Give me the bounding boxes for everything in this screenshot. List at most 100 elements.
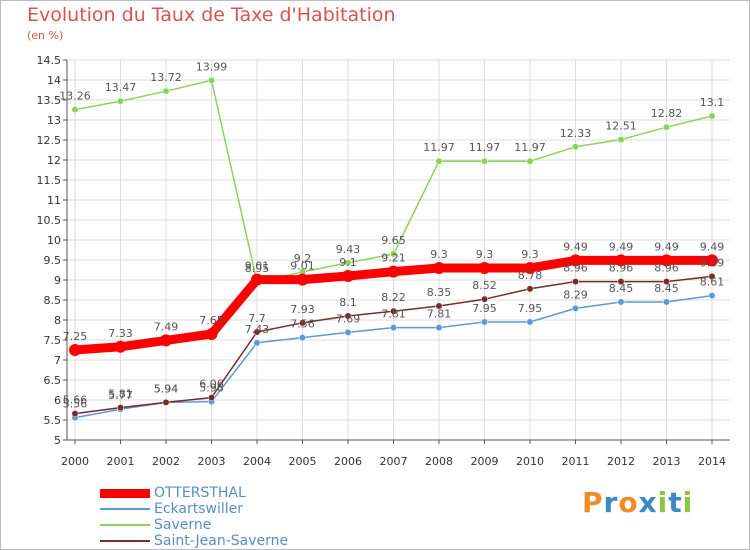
data-point xyxy=(299,334,306,342)
x-tick-label: 2008 xyxy=(425,455,453,468)
data-point xyxy=(526,285,534,293)
data-point xyxy=(435,157,443,165)
data-point xyxy=(526,318,534,326)
data-label: 5.66 xyxy=(63,394,88,407)
data-point xyxy=(390,307,397,315)
data-label: 9.49 xyxy=(700,240,725,253)
y-tick-label: 12 xyxy=(47,154,61,167)
data-label: 8.52 xyxy=(472,279,497,292)
data-point xyxy=(387,265,400,278)
data-label: 8.1 xyxy=(339,296,357,309)
legend-label: Saint-Jean-Saverne xyxy=(154,533,289,549)
x-tick-label: 2009 xyxy=(471,455,499,468)
data-label: 8.96 xyxy=(563,262,588,275)
data-point xyxy=(481,318,488,326)
y-tick-label: 8 xyxy=(54,314,61,327)
y-tick-label: 13 xyxy=(47,114,61,127)
data-point xyxy=(478,262,491,274)
logo-letter: t xyxy=(668,486,683,519)
data-point xyxy=(708,272,716,280)
x-tick-label: 2005 xyxy=(289,455,317,468)
data-point xyxy=(617,298,625,306)
logo-letter: o xyxy=(618,486,639,519)
data-label: 5.94 xyxy=(154,382,179,395)
data-point xyxy=(615,254,627,267)
data-label: 5.56 xyxy=(63,398,88,411)
data-point xyxy=(663,123,670,131)
y-tick-label: 10 xyxy=(47,234,61,247)
y-tick-label: 12.5 xyxy=(37,134,62,147)
data-label: 8.96 xyxy=(654,262,679,275)
data-label: 9.49 xyxy=(654,240,679,253)
y-tick-label: 5.5 xyxy=(44,414,62,427)
y-tick-label: 8.5 xyxy=(44,294,62,307)
data-point xyxy=(253,339,261,347)
legend-swatch xyxy=(100,489,150,498)
data-point xyxy=(569,254,582,267)
data-point xyxy=(117,404,124,412)
logo-letter: i xyxy=(657,486,669,519)
legend-swatch xyxy=(100,540,150,542)
data-label: 7.65 xyxy=(199,314,224,327)
legend-swatch xyxy=(100,508,150,510)
plot-area xyxy=(67,60,730,440)
data-point xyxy=(708,292,716,300)
data-point xyxy=(572,143,579,151)
data-point xyxy=(251,273,263,286)
data-point xyxy=(114,340,127,353)
legend-label: Eckartswiller xyxy=(154,501,244,517)
data-point xyxy=(481,295,488,303)
data-label: 6.06 xyxy=(199,378,224,391)
data-point xyxy=(435,324,443,332)
data-point xyxy=(117,97,124,105)
data-label: 9.3 xyxy=(476,248,494,261)
data-label: 11.97 xyxy=(423,141,455,154)
proxiti-logo: Proxiti xyxy=(582,486,693,519)
logo-letter: P xyxy=(582,486,604,519)
data-point xyxy=(617,136,625,144)
data-label: 9.3 xyxy=(521,248,539,261)
x-tick-label: 2001 xyxy=(107,455,135,468)
data-label: 7.43 xyxy=(245,323,270,336)
data-point xyxy=(208,394,215,402)
data-label: 7.93 xyxy=(290,303,315,316)
data-label: 9.49 xyxy=(609,240,634,253)
data-label: 8.29 xyxy=(563,288,588,301)
data-point xyxy=(71,106,79,114)
data-point xyxy=(162,87,170,95)
data-label: 13.26 xyxy=(59,90,91,103)
x-tick-label: 2010 xyxy=(516,455,544,468)
data-point xyxy=(390,250,397,258)
x-tick-label: 2007 xyxy=(380,455,408,468)
data-label: 13.99 xyxy=(196,60,228,73)
data-label: 7.33 xyxy=(108,327,133,340)
data-label: 9.01 xyxy=(290,260,315,273)
y-tick-label: 5 xyxy=(54,434,61,447)
legend-swatch xyxy=(100,524,150,526)
logo-letter: r xyxy=(603,486,619,519)
data-label: 7.25 xyxy=(63,330,88,343)
data-label: 11.97 xyxy=(469,141,501,154)
y-tick-label: 6.5 xyxy=(44,374,62,387)
data-point xyxy=(344,259,352,267)
data-label: 9.65 xyxy=(381,234,406,247)
data-label: 7.81 xyxy=(381,308,406,321)
data-point xyxy=(160,334,172,347)
y-tick-label: 14 xyxy=(47,74,61,87)
y-tick-label: 13.5 xyxy=(37,94,62,107)
y-tick-label: 7.5 xyxy=(44,334,62,347)
data-point xyxy=(663,298,670,306)
data-point xyxy=(526,157,534,165)
data-label: 13.47 xyxy=(105,81,137,94)
x-tick-label: 2014 xyxy=(698,455,726,468)
data-point xyxy=(296,273,309,286)
x-tick-label: 2011 xyxy=(562,455,590,468)
data-label: 7.56 xyxy=(290,318,315,331)
y-tick-label: 9 xyxy=(54,274,61,287)
data-label: 7.95 xyxy=(472,302,497,315)
legend-label: OTTERSTHAL xyxy=(154,485,246,501)
data-point xyxy=(660,254,673,267)
data-label: 5.77 xyxy=(108,389,133,402)
chart-title: Evolution du Taux de Taxe d'Habitation xyxy=(27,4,396,26)
data-label: 7.81 xyxy=(427,308,452,321)
